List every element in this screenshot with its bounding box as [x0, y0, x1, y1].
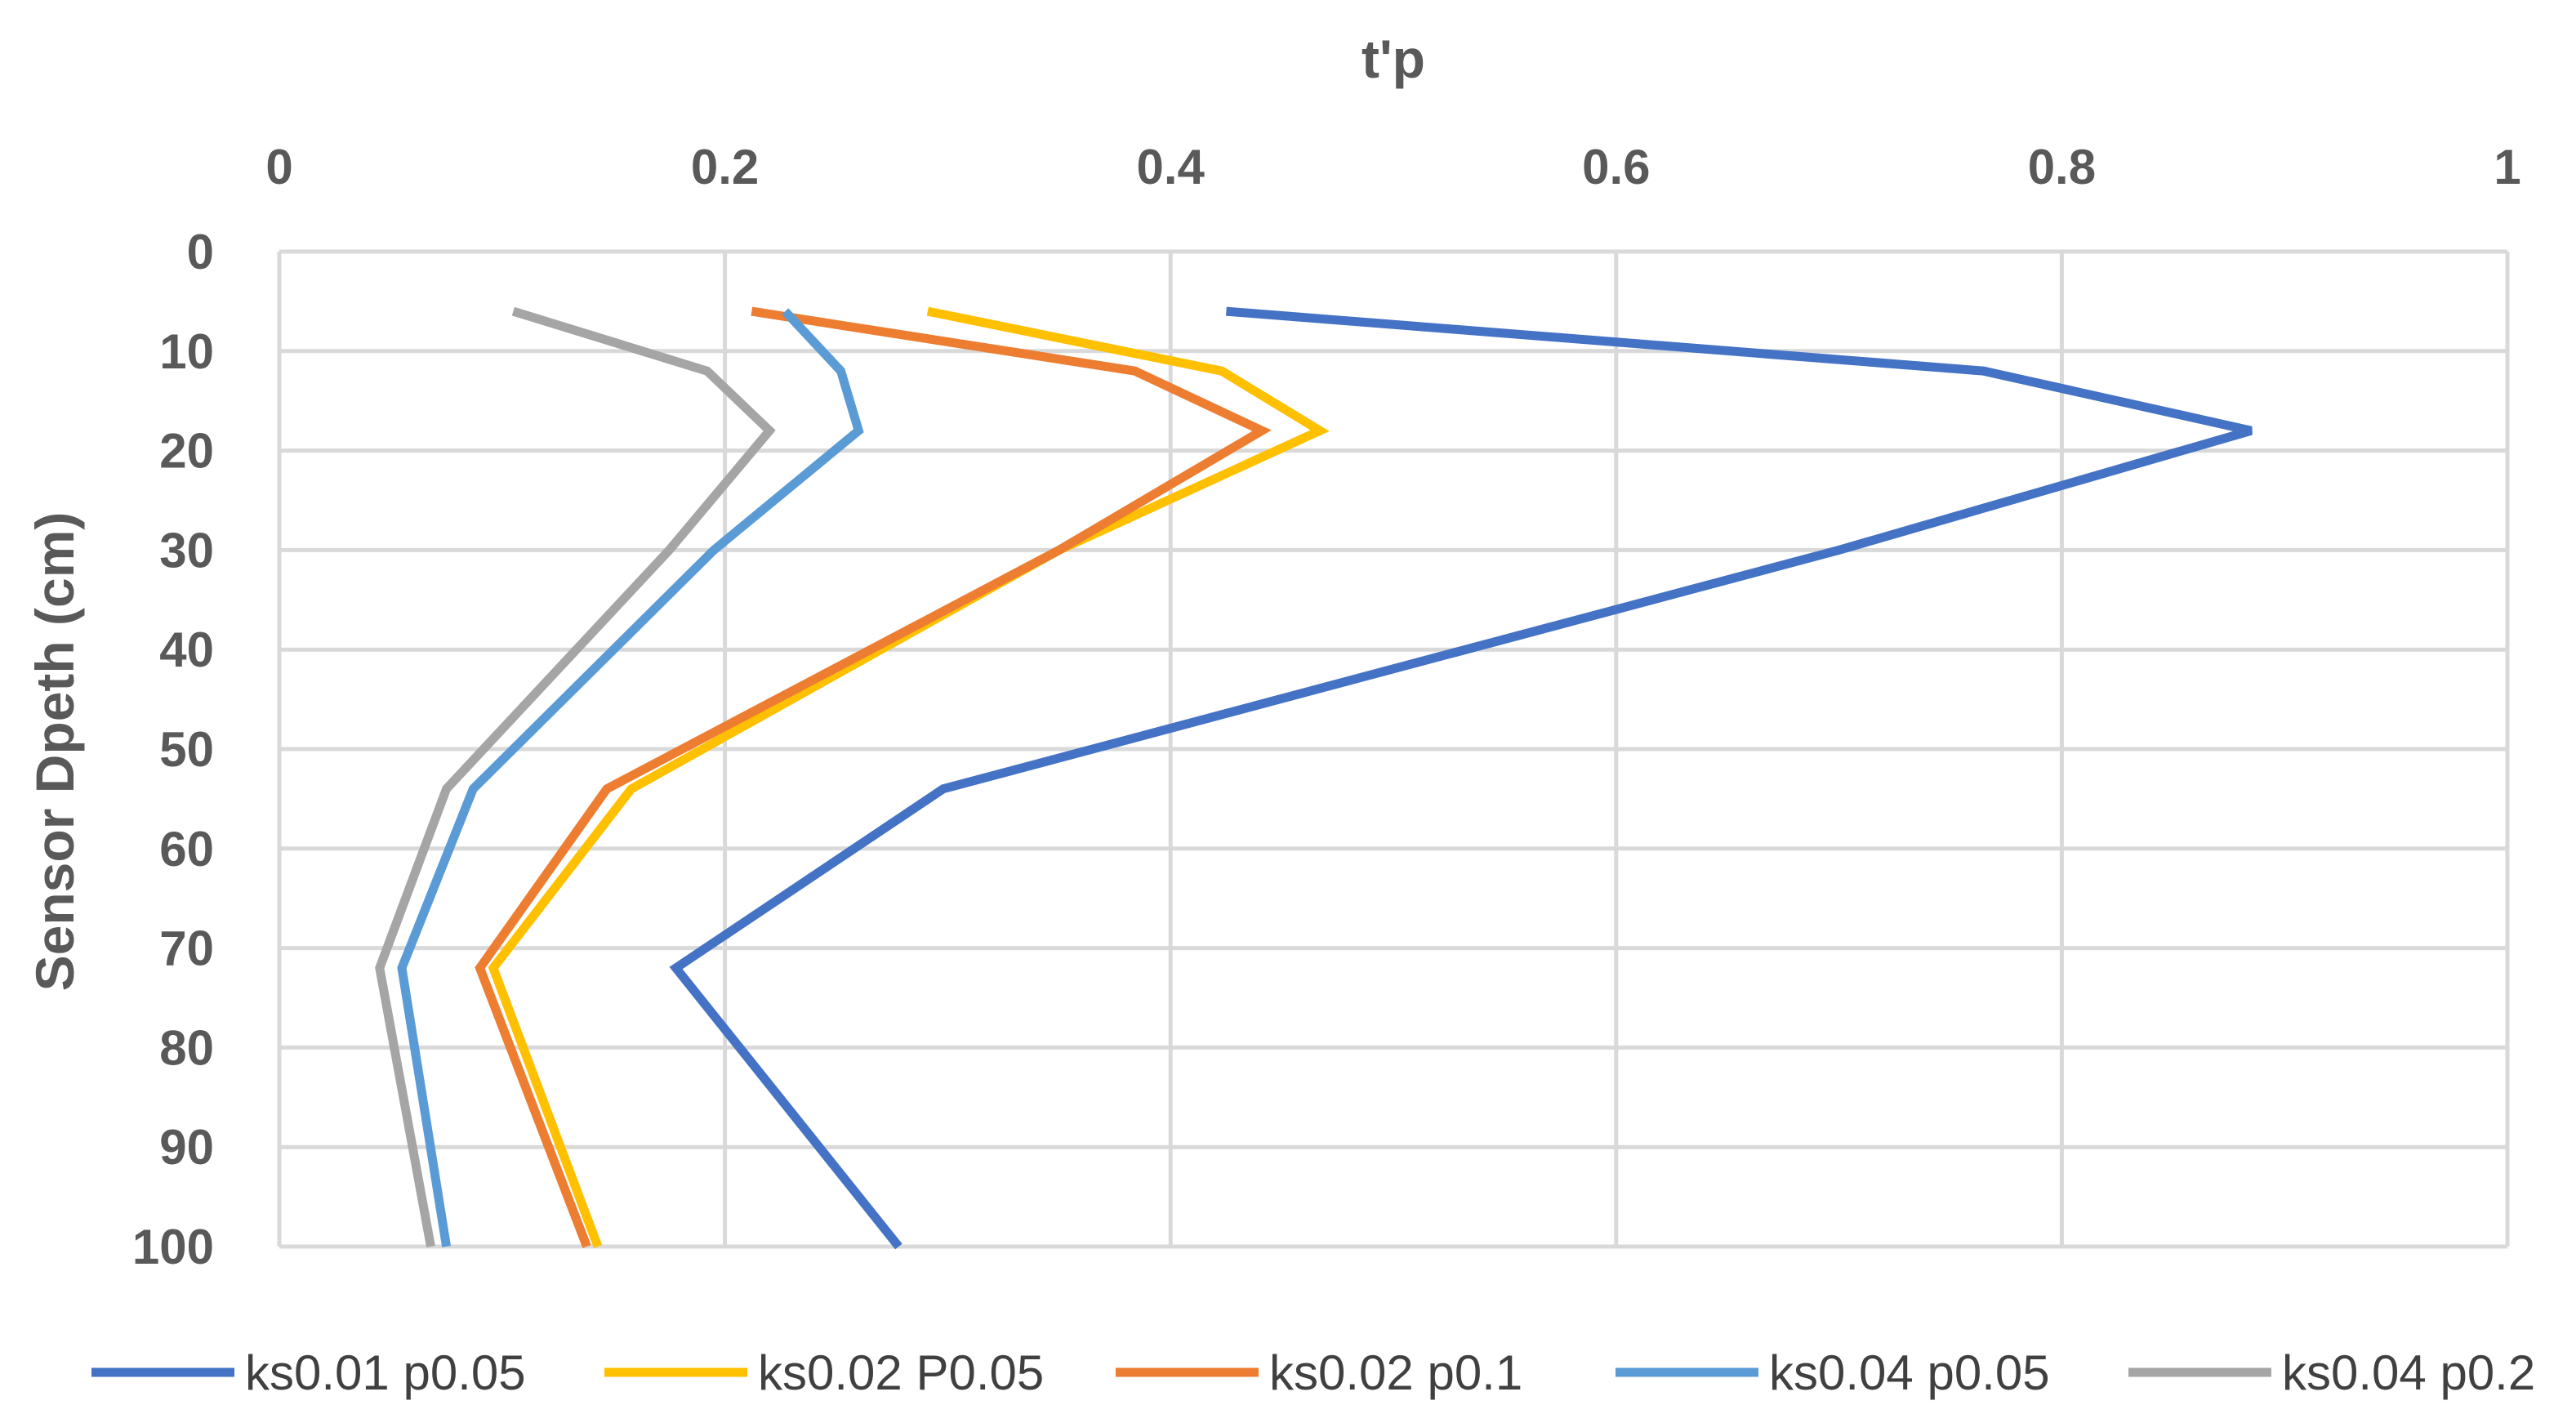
legend-label: ks0.01 p0.05 — [245, 1345, 526, 1400]
legend-label: ks0.02 P0.05 — [758, 1345, 1044, 1400]
x-tick-label: 0.4 — [1136, 140, 1205, 194]
series-line-1 — [669, 306, 2253, 1250]
y-tick-label: 30 — [159, 523, 214, 578]
legend: ks0.01 p0.05 ks0.02 P0.05 ks0.02 p0.1 ks0.0… — [91, 1345, 2535, 1400]
gridlines — [277, 249, 2510, 1249]
y-tick-label: 20 — [159, 424, 214, 479]
x-axis-title: t'p — [1362, 29, 1425, 89]
x-axis-ticks: 0 0.2 0.4 0.6 0.8 1 — [265, 140, 2520, 194]
legend-label: ks0.02 p0.1 — [1269, 1345, 1522, 1400]
y-tick-label: 90 — [159, 1120, 214, 1175]
x-tick-label: 0.8 — [2028, 140, 2096, 194]
y-tick-label: 80 — [159, 1020, 214, 1075]
series-line-4 — [397, 308, 864, 1247]
x-tick-label: 0.6 — [1582, 140, 1650, 194]
legend-label: ks0.04 p0.2 — [2282, 1345, 2535, 1400]
data-series — [375, 306, 2253, 1250]
y-tick-label: 40 — [159, 622, 214, 677]
x-tick-label: 0 — [265, 140, 292, 194]
y-axis-ticks: 0 10 20 30 40 50 60 70 80 90 100 — [132, 225, 214, 1274]
x-tick-label: 0.2 — [691, 140, 759, 194]
x-tick-label: 1 — [2494, 140, 2520, 194]
legend-label: ks0.04 p0.05 — [1769, 1345, 2050, 1400]
series-line-5 — [375, 306, 776, 1247]
y-tick-label: 70 — [159, 921, 214, 976]
y-tick-label: 0 — [187, 225, 214, 279]
y-tick-label: 50 — [159, 722, 214, 777]
y-axis-title: Sensor Dpeth (cm) — [25, 512, 85, 992]
series-line-3 — [475, 306, 1272, 1248]
y-tick-label: 10 — [159, 324, 214, 379]
y-tick-label: 100 — [132, 1220, 214, 1274]
y-tick-label: 60 — [159, 822, 214, 877]
